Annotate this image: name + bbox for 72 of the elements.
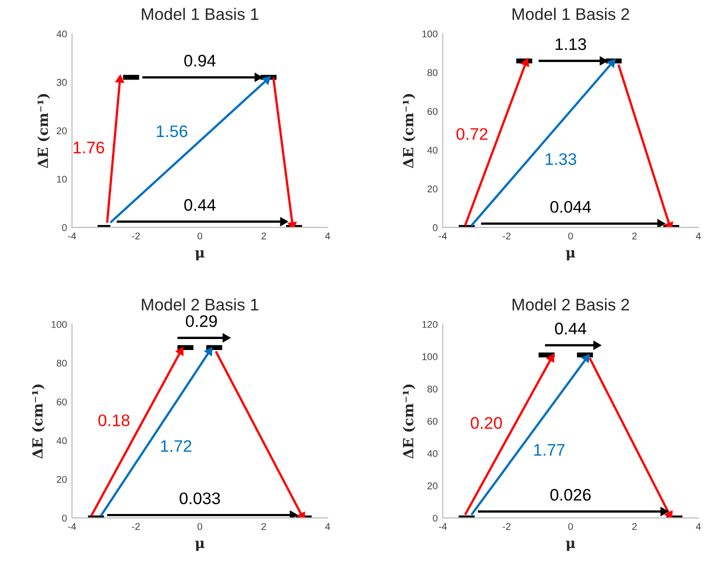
x-tick-label: 0 — [198, 232, 202, 240]
x-axis-title: μ — [195, 540, 204, 551]
annotation: 1.13 — [556, 38, 586, 50]
annotation: 0.44 — [184, 199, 216, 211]
annotation: 1.72 — [161, 440, 192, 452]
x-tick-label: 4 — [696, 232, 701, 240]
x-tick-label: 2 — [632, 523, 637, 530]
x-tick-label: 4 — [696, 523, 701, 530]
annotation: 0.29 — [186, 315, 217, 328]
y-tick-label: 20 — [428, 482, 438, 490]
y-tick-label: 40 — [56, 30, 67, 38]
y-tick-label: 120 — [422, 321, 438, 328]
x-axis-title: μ — [566, 540, 576, 551]
annotation: 0.026 — [550, 488, 591, 501]
x-tick-label: -4 — [68, 523, 76, 530]
y-axis-title: ΔE (cm⁻¹) — [402, 384, 416, 459]
chart-title: Model 1 Basis 2 — [512, 8, 630, 20]
x-tick-label: 0 — [198, 523, 202, 530]
x-axis-title: μ — [566, 250, 576, 260]
y-tick-label: 60 — [428, 108, 438, 115]
y-axis-title: ΔE (cm⁻¹) — [402, 94, 416, 168]
y-tick-label: 0 — [432, 514, 438, 522]
annotation: 0.94 — [184, 54, 216, 67]
y-tick-label: 20 — [428, 185, 438, 192]
y-tick-label: 20 — [56, 127, 67, 134]
annotation: 0.44 — [554, 322, 586, 334]
x-tick-label: -4 — [438, 523, 447, 530]
y-tick-label: 40 — [56, 437, 67, 444]
x-tick-label: 0 — [568, 523, 573, 530]
chart-title: Model 1 Basis 1 — [142, 8, 258, 20]
annotation: 0.20 — [470, 417, 502, 429]
annotation: 0.18 — [98, 414, 130, 426]
y-tick-label: 60 — [428, 418, 438, 425]
x-tick-label: 4 — [325, 232, 330, 240]
chart-title: Model 2 Basis 2 — [512, 298, 630, 311]
y-axis-title: ΔE (cm⁻¹) — [32, 384, 45, 459]
x-tick-label: -4 — [68, 232, 76, 240]
annotation: 0.033 — [180, 492, 220, 504]
y-axis-title: ΔE (cm⁻¹) — [37, 94, 50, 168]
y-tick-label: 80 — [427, 69, 438, 76]
annotation: 1.33 — [546, 153, 576, 165]
x-tick-label: 0 — [568, 232, 573, 240]
x-tick-label: -2 — [502, 232, 510, 240]
y-tick-label: 30 — [56, 78, 67, 86]
x-tick-label: 2 — [632, 232, 637, 240]
y-tick-label: 100 — [422, 30, 438, 38]
annotation: 1.76 — [74, 142, 104, 154]
y-tick-label: 0 — [432, 224, 438, 232]
annotation: 1.77 — [534, 444, 565, 456]
y-tick-label: 40 — [427, 450, 438, 458]
y-tick-label: 80 — [427, 386, 438, 392]
x-tick-label: 2 — [262, 523, 266, 530]
annotation: 0.044 — [550, 200, 591, 213]
y-tick-label: 80 — [56, 360, 67, 367]
x-tick-label: 2 — [262, 232, 266, 240]
annotation: 1.56 — [156, 125, 188, 138]
y-tick-label: 0 — [62, 224, 67, 232]
y-tick-label: 100 — [52, 321, 67, 328]
x-tick-label: -2 — [132, 523, 140, 530]
chart-title: Model 2 Basis 1 — [142, 298, 258, 311]
x-tick-label: -4 — [438, 232, 447, 240]
y-tick-label: 60 — [56, 398, 67, 406]
x-tick-label: -2 — [502, 523, 510, 530]
y-tick-label: 40 — [427, 146, 438, 154]
x-axis-title: μ — [195, 250, 204, 260]
y-tick-label: 20 — [56, 476, 67, 483]
y-tick-label: 10 — [57, 176, 67, 183]
x-tick-label: 4 — [325, 523, 330, 530]
x-tick-label: -2 — [132, 232, 140, 240]
annotation: 0.72 — [456, 128, 488, 140]
y-tick-label: 100 — [422, 353, 438, 360]
y-tick-label: 0 — [62, 514, 67, 522]
